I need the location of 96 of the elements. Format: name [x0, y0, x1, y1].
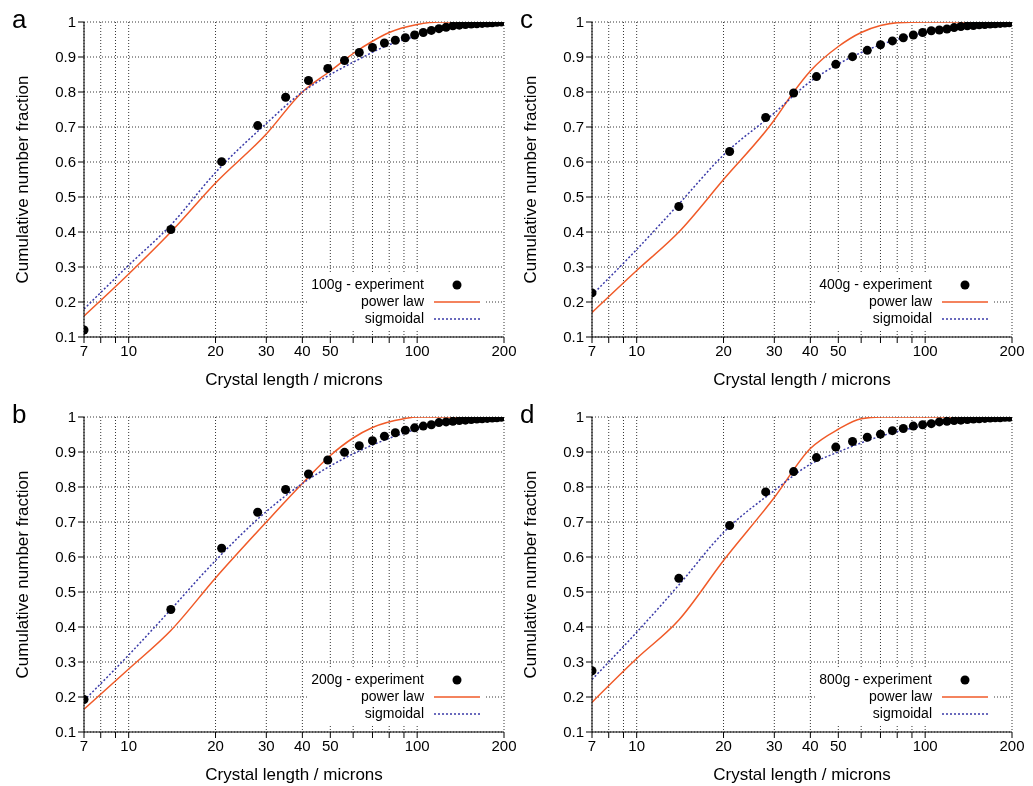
y-tick-label: 0.5: [55, 583, 76, 601]
legend-label: sigmoidal: [364, 310, 424, 327]
y-tick-label: 0.2: [55, 293, 76, 311]
y-tick-label: 0.6: [563, 548, 584, 566]
x-tick-label: 40: [802, 736, 819, 754]
x-tick-label: 7: [79, 341, 89, 359]
x-tick-label: 30: [257, 341, 275, 359]
legend-label: sigmoidal: [872, 705, 932, 722]
y-tick-label: 0.6: [55, 153, 76, 171]
y-tick-label: 0.7: [563, 118, 584, 136]
y-tick-label: 1: [67, 408, 76, 426]
y-tick-label: 0.2: [55, 688, 76, 706]
legend-label: power law: [360, 293, 424, 310]
y-tick-label: 0.6: [55, 548, 76, 566]
x-tick-label: 40: [294, 341, 311, 359]
y-tick-label: 0.7: [55, 118, 76, 136]
x-axis-title: Crystal length / microns: [205, 765, 383, 784]
y-tick-label: 1: [575, 13, 584, 31]
y-tick-label: 0.9: [563, 443, 584, 461]
y-tick-label: 0.2: [563, 688, 584, 706]
x-tick-label: 50: [321, 341, 339, 359]
y-axis-title: Cumulative number fraction: [13, 75, 33, 284]
y-tick-label: 0.4: [55, 618, 76, 636]
x-tick-label: 20: [715, 341, 732, 359]
x-tick-label: 200: [491, 341, 517, 359]
y-tick-label: 0.3: [55, 258, 76, 276]
y-tick-label: 0.9: [563, 48, 584, 66]
legend-label: sigmoidal: [872, 310, 932, 327]
chart-title: d: [520, 399, 535, 430]
x-tick-label: 50: [321, 736, 339, 754]
y-tick-label: 0.4: [563, 223, 584, 241]
legend-label: sigmoidal: [364, 705, 424, 722]
y-axis-title: Cumulative number fraction: [521, 75, 541, 284]
y-tick-label: 0.1: [55, 328, 76, 346]
y-tick-label: 1: [575, 408, 584, 426]
x-tick-label: 200: [999, 341, 1025, 359]
y-tick-label: 1: [67, 13, 76, 31]
x-tick-label: 10: [120, 736, 138, 754]
y-axis-title: Cumulative number fraction: [521, 470, 541, 679]
x-axis-title: Crystal length / microns: [713, 765, 891, 784]
x-tick-label: 100: [912, 341, 938, 359]
x-axis-title: Crystal length / microns: [713, 370, 891, 389]
y-tick-label: 0.4: [563, 618, 584, 636]
x-tick-label: 200: [491, 736, 517, 754]
y-tick-label: 0.1: [563, 723, 584, 741]
y-tick-label: 0.6: [563, 153, 584, 171]
x-axis-title: Crystal length / microns: [205, 370, 383, 389]
x-tick-label: 20: [715, 736, 732, 754]
y-tick-label: 0.8: [55, 83, 76, 101]
y-tick-label: 0.1: [563, 328, 584, 346]
y-tick-label: 0.3: [55, 653, 76, 671]
y-tick-label: 0.7: [563, 513, 584, 531]
legend-label: power law: [360, 688, 424, 705]
y-axis-title: Cumulative number fraction: [13, 470, 33, 679]
x-tick-label: 200: [999, 736, 1025, 754]
x-tick-label: 7: [587, 736, 597, 754]
x-tick-label: 50: [829, 341, 847, 359]
y-tick-label: 0.7: [55, 513, 76, 531]
y-tick-label: 0.8: [563, 83, 584, 101]
y-tick-label: 0.1: [55, 723, 76, 741]
x-tick-label: 7: [587, 341, 597, 359]
legend-label: power law: [868, 688, 932, 705]
chart-title: c: [520, 4, 533, 35]
x-tick-label: 40: [294, 736, 311, 754]
y-tick-label: 0.5: [55, 188, 76, 206]
x-tick-label: 10: [628, 736, 646, 754]
y-tick-label: 0.3: [563, 653, 584, 671]
y-tick-label: 0.4: [55, 223, 76, 241]
legend-label: power law: [868, 293, 932, 310]
y-tick-label: 0.8: [55, 478, 76, 496]
x-tick-label: 30: [257, 736, 275, 754]
y-tick-label: 0.5: [563, 188, 584, 206]
x-tick-label: 50: [829, 736, 847, 754]
x-tick-label: 10: [120, 341, 138, 359]
x-tick-label: 20: [207, 341, 224, 359]
y-tick-label: 0.9: [55, 443, 76, 461]
x-tick-label: 20: [207, 736, 224, 754]
x-tick-label: 10: [628, 341, 646, 359]
legend-label: 100g - experiment: [311, 276, 424, 293]
y-tick-label: 0.2: [563, 293, 584, 311]
legend-label: 200g - experiment: [311, 671, 424, 688]
legend-label: 400g - experiment: [819, 276, 932, 293]
y-tick-label: 0.9: [55, 48, 76, 66]
chart-title: b: [12, 399, 27, 430]
y-tick-label: 0.5: [563, 583, 584, 601]
x-tick-label: 40: [802, 341, 819, 359]
x-tick-label: 100: [404, 341, 430, 359]
chart-title: a: [12, 4, 27, 35]
x-tick-label: 100: [912, 736, 938, 754]
x-tick-label: 30: [765, 736, 783, 754]
x-tick-label: 100: [404, 736, 430, 754]
x-tick-label: 7: [79, 736, 89, 754]
legend-label: 800g - experiment: [819, 671, 932, 688]
x-tick-label: 30: [765, 341, 783, 359]
y-tick-label: 0.3: [563, 258, 584, 276]
y-tick-label: 0.8: [563, 478, 584, 496]
